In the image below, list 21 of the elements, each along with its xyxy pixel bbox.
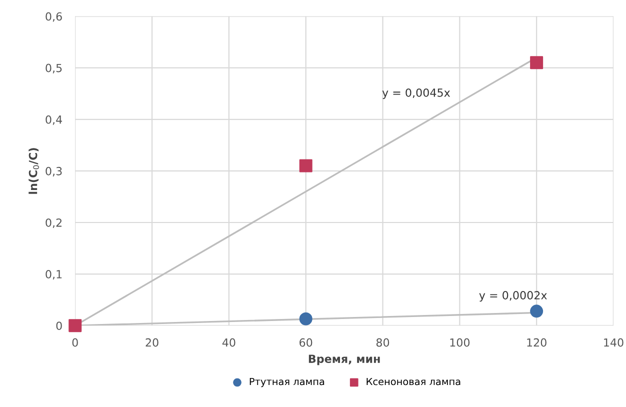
y-tick-label: 0,5: [46, 64, 62, 74]
x-tick-label: 120: [527, 338, 546, 347]
x-tick-label: 40: [222, 338, 236, 347]
legend-label: Ртутная лампа: [250, 378, 324, 388]
x-tick-label: 60: [300, 338, 312, 347]
x-axis-title: Время, мин: [308, 354, 380, 366]
x-tick-label: 0: [72, 338, 78, 347]
x-tick-label: 20: [146, 338, 158, 347]
y-tick-label: 0: [56, 322, 62, 330]
legend-label: Ксеноновая лампа: [366, 378, 460, 386]
x-tick-label: 100: [450, 338, 470, 347]
x-tick-label: 140: [604, 338, 624, 347]
y-axis-title: ln(C$_{0}$/C): [28, 148, 40, 194]
annotation: y = 0,0045x: [382, 88, 450, 100]
y-tick-label: 0,3: [46, 166, 62, 176]
y-tick-label: 0,1: [46, 270, 62, 280]
y-tick-label: 0,2: [46, 218, 62, 228]
x-tick-label: 80: [376, 338, 390, 347]
annotation: y = 0,0002x: [479, 291, 547, 302]
y-tick-label: 0,6: [46, 12, 62, 22]
y-tick-label: 0,4: [46, 115, 62, 125]
